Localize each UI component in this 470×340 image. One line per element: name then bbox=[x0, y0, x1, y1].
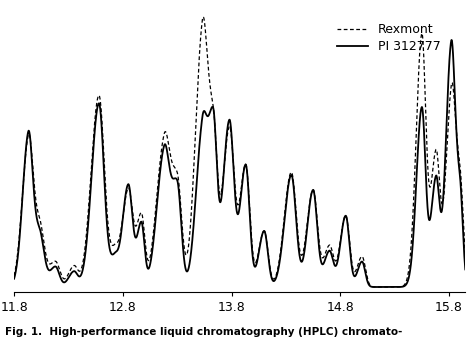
Legend: Rexmont, PI 312777: Rexmont, PI 312777 bbox=[331, 18, 446, 58]
PI 312777 bbox=[346, 232, 352, 236]
Rexmont bbox=[381, 285, 387, 289]
Line: Rexmont: Rexmont bbox=[14, 17, 465, 287]
Rexmont bbox=[298, 252, 304, 256]
Rexmont bbox=[370, 285, 376, 289]
Rexmont bbox=[34, 204, 39, 208]
Rexmont bbox=[200, 15, 206, 19]
PI 312777 bbox=[278, 249, 284, 253]
PI 312777 bbox=[449, 38, 454, 42]
Rexmont bbox=[175, 171, 180, 175]
PI 312777 bbox=[298, 259, 304, 263]
PI 312777 bbox=[370, 285, 376, 289]
Rexmont bbox=[11, 274, 17, 278]
PI 312777 bbox=[381, 285, 386, 289]
PI 312777 bbox=[175, 179, 180, 183]
Rexmont bbox=[346, 231, 352, 235]
Rexmont bbox=[462, 254, 468, 258]
Text: Fig. 1.  High-performance liquid chromatography (HPLC) chromato-: Fig. 1. High-performance liquid chromato… bbox=[5, 327, 402, 337]
PI 312777 bbox=[11, 277, 17, 281]
Line: PI 312777: PI 312777 bbox=[14, 40, 465, 287]
PI 312777 bbox=[462, 267, 468, 271]
PI 312777 bbox=[34, 216, 39, 220]
Rexmont bbox=[278, 245, 284, 249]
